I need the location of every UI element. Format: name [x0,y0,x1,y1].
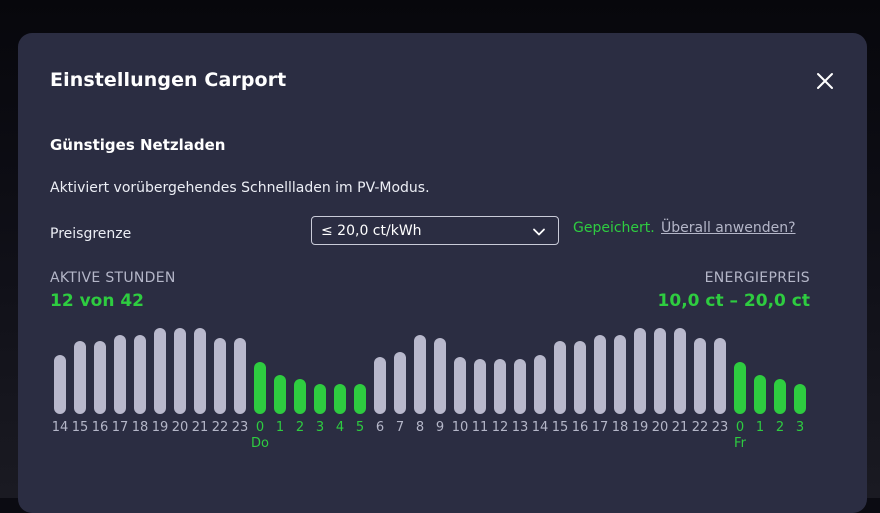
tick-label-8: 22 [212,420,229,435]
price-limit-value: ≤ 20,0 ct/kWh [321,223,422,239]
tick-label-34: 0 [736,420,744,435]
bar-hour-6 [174,328,186,414]
bar-hour-19 [434,338,446,414]
bar-hour-18 [414,335,426,414]
tick-label-36: 2 [776,420,784,435]
bar-hour-10 [254,362,266,414]
hourly-price-chart: 14 15 16 17 18 19 20 21 22 23 0 1 2 3 4 5 6 7 8 9 10 11 12 13 14… [52,328,806,451]
bar-hour-33 [714,338,726,414]
bar-hour-36 [774,379,786,414]
bar-hour-13 [314,384,326,414]
tick-label-14: 4 [336,420,344,435]
settings-modal: Einstellungen Carport Günstiges Netzlade… [18,33,867,513]
tick-label-20: 10 [452,420,469,435]
active-hours-value: 12 von 42 [50,291,145,311]
price-limit-label: Preisgrenze [50,226,132,242]
tick-label-10: 0 [256,420,264,435]
tick-label-31: 21 [672,420,689,435]
tick-label-13: 3 [316,420,324,435]
tick-label-5: 19 [152,420,169,435]
section-description: Aktiviert vorübergehendes Schnellladen i… [50,180,430,196]
bar-hour-8 [214,338,226,414]
apply-everywhere-link[interactable]: Überall anwenden? [661,220,796,236]
tick-label-30: 20 [652,420,669,435]
tick-label-0: 14 [52,420,69,435]
bar-hour-30 [654,328,666,414]
tick-label-3: 17 [112,420,129,435]
bar-hour-25 [554,341,566,414]
tick-label-24: 14 [532,420,549,435]
bar-hour-3 [114,335,126,414]
bar-hour-31 [674,328,686,414]
tick-label-6: 20 [172,420,189,435]
tick-label-22: 12 [492,420,509,435]
bar-hour-11 [274,375,286,414]
bar-hour-5 [154,328,166,414]
day-label-1: Fr [734,436,747,451]
bar-hour-7 [194,328,206,414]
tick-label-37: 3 [796,420,804,435]
tick-label-7: 21 [192,420,209,435]
tick-label-16: 6 [376,420,384,435]
bar-hour-1 [74,341,86,414]
tick-label-25: 15 [552,420,569,435]
bar-hour-2 [94,341,106,414]
tick-label-4: 18 [132,420,149,435]
day-label-0: Do [251,436,269,451]
tick-label-15: 5 [356,420,364,435]
bar-hour-4 [134,335,146,414]
tick-label-26: 16 [572,420,589,435]
section-title: Günstiges Netzladen [50,136,226,154]
bar-hour-24 [534,355,546,414]
bar-hour-16 [374,357,386,414]
bar-hour-15 [354,384,366,414]
bar-hour-27 [594,335,606,414]
energy-price-value: 10,0 ct – 20,0 ct [657,291,810,311]
tick-label-1: 15 [72,420,89,435]
bar-hour-12 [294,379,306,414]
tick-label-29: 19 [632,420,649,435]
tick-label-19: 9 [436,420,444,435]
tick-label-18: 8 [416,420,424,435]
bar-hour-35 [754,375,766,414]
bar-hour-14 [334,384,346,414]
bar-hour-9 [234,338,246,414]
active-hours-label: AKTIVE STUNDEN [50,270,176,286]
tick-label-2: 16 [92,420,109,435]
close-icon [817,73,833,89]
chevron-down-icon [533,228,545,236]
bar-hour-0 [54,355,66,414]
tick-label-33: 23 [712,420,729,435]
tick-label-17: 7 [396,420,404,435]
tick-label-28: 18 [612,420,629,435]
bar-hour-21 [474,359,486,414]
saved-status: Gepeichert. [573,220,655,236]
bar-hour-26 [574,341,586,414]
tick-label-9: 23 [232,420,249,435]
bar-hour-23 [514,359,526,414]
price-limit-select[interactable]: ≤ 20,0 ct/kWh [311,216,559,245]
bar-hour-29 [634,328,646,414]
bar-hour-32 [694,338,706,414]
tick-label-27: 17 [592,420,609,435]
bar-hour-22 [494,359,506,414]
modal-title: Einstellungen Carport [50,69,287,91]
tick-label-11: 1 [276,420,284,435]
bar-hour-17 [394,352,406,414]
bar-hour-34 [734,362,746,414]
bar-hour-20 [454,357,466,414]
tick-label-23: 13 [512,420,529,435]
energy-price-label: ENERGIEPREIS [704,270,810,286]
tick-label-35: 1 [756,420,764,435]
tick-label-12: 2 [296,420,304,435]
bar-hour-37 [794,384,806,414]
tick-label-21: 11 [472,420,489,435]
bar-hour-28 [614,335,626,414]
close-button[interactable] [814,70,836,92]
tick-label-32: 22 [692,420,709,435]
